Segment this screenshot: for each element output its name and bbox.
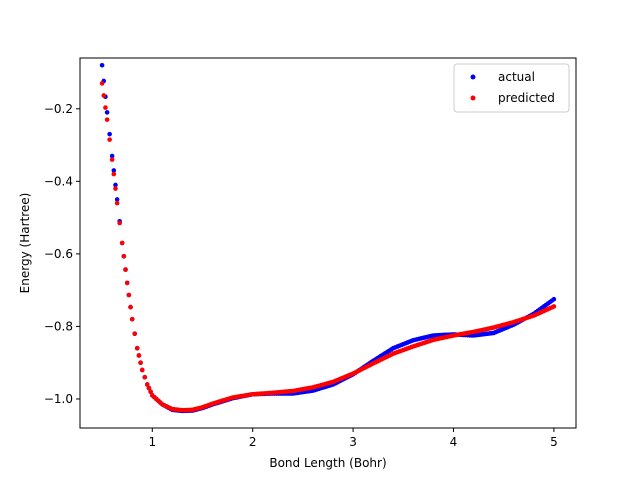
x-tick-label: 2	[249, 435, 257, 449]
data-point	[144, 382, 150, 387]
y-tick-label: −0.8	[44, 319, 73, 333]
data-point	[148, 389, 153, 395]
data-point	[103, 105, 108, 110]
y-axis-label: Energy (Hartree)	[18, 193, 32, 294]
x-axis-label: Bond Length (Bohr)	[269, 456, 386, 470]
data-point	[129, 316, 135, 322]
x-axis: 1 2 3 4 5	[148, 428, 558, 449]
data-point	[111, 171, 117, 177]
y-axis: −1.0 −0.8 −0.6 −0.4 −0.2	[44, 102, 80, 406]
data-point	[136, 353, 142, 358]
data-point	[104, 110, 110, 115]
legend-marker-actual	[470, 74, 476, 80]
x-tick-label: 4	[450, 435, 458, 449]
data-point	[139, 367, 145, 373]
data-point	[138, 360, 143, 366]
data-point	[146, 385, 152, 391]
legend: actual predicted	[453, 63, 570, 113]
data-point	[113, 182, 118, 188]
x-tick-label: 1	[148, 435, 156, 449]
series-layer	[99, 62, 557, 414]
data-point	[109, 157, 115, 162]
data-point	[107, 131, 112, 137]
x-tick-label: 5	[550, 435, 558, 449]
data-point	[104, 117, 110, 122]
data-point	[128, 304, 133, 310]
y-tick-label: −1.0	[44, 392, 73, 406]
legend-label-predicted: predicted	[498, 91, 555, 105]
data-point	[121, 253, 127, 259]
data-point	[114, 200, 120, 206]
data-point	[114, 197, 120, 202]
data-point	[101, 93, 107, 98]
legend-marker-predicted	[470, 95, 476, 101]
y-tick-label: −0.4	[44, 174, 73, 188]
legend-box	[453, 63, 570, 113]
data-point	[113, 186, 118, 191]
data-point	[551, 304, 557, 309]
data-point	[117, 220, 122, 226]
axes-frame	[79, 57, 577, 429]
legend-label-actual: actual	[498, 70, 535, 84]
data-point	[123, 267, 128, 272]
data-point	[132, 331, 138, 336]
y-tick-label: −0.2	[44, 102, 73, 116]
data-point	[107, 137, 112, 142]
y-tick-label: −0.6	[44, 247, 73, 261]
series-predicted	[99, 81, 557, 413]
data-point	[119, 240, 125, 246]
data-point	[551, 296, 557, 302]
data-point	[134, 345, 140, 351]
data-point	[142, 374, 148, 380]
data-point	[99, 62, 105, 68]
data-point	[99, 81, 105, 86]
data-point	[111, 168, 117, 173]
data-point	[109, 153, 115, 159]
data-point	[124, 280, 130, 286]
data-point	[126, 292, 132, 298]
x-tick-label: 3	[349, 435, 357, 449]
